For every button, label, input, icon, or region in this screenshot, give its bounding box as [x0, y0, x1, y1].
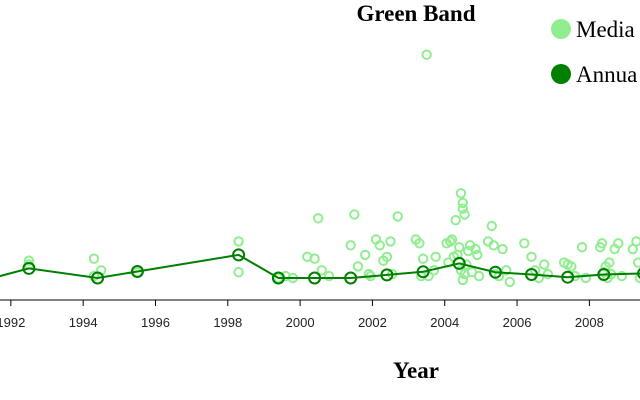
median-point — [309, 253, 320, 264]
median-point — [363, 268, 374, 280]
median-point — [616, 270, 628, 282]
annual-point — [232, 248, 246, 262]
median-point — [23, 255, 35, 266]
annual-point — [637, 267, 640, 279]
median-point — [604, 257, 615, 268]
median-point — [504, 276, 515, 288]
x-tick-label: 1996 — [141, 315, 170, 330]
median-point — [613, 238, 624, 249]
annual-point — [597, 268, 611, 281]
median-point — [450, 215, 461, 226]
median-point — [631, 236, 640, 247]
median-point — [430, 251, 441, 262]
median-point — [374, 240, 385, 251]
median-point — [446, 234, 458, 245]
median-point — [455, 188, 467, 199]
median-point — [313, 213, 324, 224]
median-point — [445, 236, 456, 247]
median-point — [580, 272, 591, 284]
median-point — [497, 243, 508, 255]
median-point — [457, 274, 468, 286]
annual-line — [0, 253, 640, 280]
median-point — [539, 259, 550, 270]
median-point — [486, 220, 497, 232]
x-tick-label: 2000 — [286, 315, 315, 330]
median-point — [392, 211, 403, 222]
chart-title: Green Band — [356, 1, 475, 26]
median-point — [349, 209, 360, 220]
median-point — [385, 236, 396, 247]
x-tick-label: 2002 — [358, 315, 387, 330]
median-point — [345, 240, 356, 251]
annual-point — [22, 261, 36, 275]
median-point — [88, 253, 100, 264]
x-tick-label: 2008 — [575, 315, 604, 330]
median-point — [381, 251, 393, 262]
median-point — [360, 249, 371, 261]
legend-marker-median — [551, 19, 571, 39]
legend-marker-annual — [551, 64, 571, 84]
annual-point — [130, 265, 144, 278]
median-point — [526, 251, 537, 262]
x-axis: 1992 1994 1996 1998 2000 2002 2004 2006 2008 — [0, 299, 640, 330]
x-axis-label: Year — [393, 358, 439, 383]
annual-point — [308, 271, 322, 285]
median-point — [323, 270, 335, 282]
legend-label-annual: Annua — [576, 62, 637, 87]
median-point — [472, 249, 483, 261]
annual-point — [344, 271, 358, 285]
annual-point — [452, 256, 466, 270]
annual-point — [271, 271, 285, 285]
median-point — [233, 267, 244, 278]
x-tick-label: 1992 — [0, 315, 25, 330]
median-point — [576, 242, 588, 253]
median-point — [488, 240, 499, 251]
median-point — [352, 261, 364, 272]
median-point — [501, 265, 512, 276]
median-point — [457, 197, 468, 209]
annual-point — [91, 271, 105, 285]
median-point — [596, 238, 608, 249]
x-tick-label: 1998 — [213, 315, 242, 330]
median-point — [470, 243, 481, 255]
annual-point — [380, 268, 394, 282]
median-point — [417, 253, 429, 264]
x-tick-label: 2004 — [430, 315, 459, 330]
median-point — [519, 238, 530, 249]
plot-area — [0, 49, 640, 288]
annual-point — [488, 265, 502, 279]
legend-label-median: Media — [576, 17, 635, 42]
x-tick-label: 1994 — [69, 315, 98, 330]
legend: Media Annua — [551, 17, 637, 87]
annual-point — [525, 268, 538, 281]
median-point — [316, 265, 327, 276]
median-point — [566, 261, 577, 272]
median-point — [542, 268, 553, 280]
annual-point — [561, 270, 575, 284]
median-point — [454, 242, 465, 253]
median-point — [633, 257, 640, 268]
annual-point — [416, 265, 430, 279]
median-point — [457, 203, 468, 214]
median-point — [459, 209, 470, 220]
x-tick-label: 2006 — [503, 315, 532, 330]
median-point — [414, 238, 425, 249]
median-point — [233, 236, 244, 247]
median-point — [473, 270, 485, 282]
median-point — [421, 49, 432, 60]
